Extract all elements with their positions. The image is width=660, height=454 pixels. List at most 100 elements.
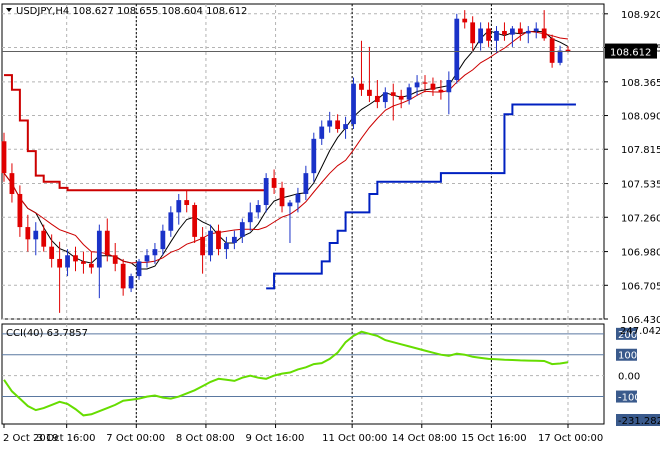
candle <box>136 258 142 280</box>
time-tick-label: 14 Oct 08:00 <box>392 433 457 444</box>
symbol-header: USDJPY,H4 108.627 108.655 108.604 108.61… <box>16 6 247 17</box>
candle <box>502 22 507 41</box>
time-tick-label: 2 Oct 2019 <box>3 433 58 444</box>
price-tick-label: 107.260 <box>621 213 660 224</box>
candle-body <box>359 83 364 90</box>
candle-body <box>303 173 309 194</box>
candle-body <box>510 28 515 35</box>
candle <box>41 224 47 252</box>
candle-body <box>216 230 221 250</box>
candle <box>231 230 237 250</box>
candle <box>406 83 412 105</box>
time-tick-label: 9 Oct 16:00 <box>246 433 305 444</box>
candle-body <box>88 263 94 268</box>
candle-body <box>112 255 118 264</box>
time-tick-label: 8 Oct 08:00 <box>176 433 235 444</box>
candle <box>359 40 364 96</box>
candle-body <box>33 230 39 240</box>
candle-body <box>470 22 476 44</box>
candle-body <box>414 82 420 88</box>
candle <box>335 114 341 133</box>
candle <box>525 26 531 44</box>
price-tick-label: 108.920 <box>621 10 660 21</box>
candle-body <box>494 30 499 41</box>
candle-body <box>406 87 412 100</box>
candle-body <box>319 126 325 139</box>
candle <box>486 22 491 47</box>
candle-body <box>390 92 396 96</box>
candle <box>438 79 444 100</box>
candle <box>200 227 205 274</box>
candle-body <box>462 18 468 23</box>
candle <box>247 202 253 231</box>
candle-body <box>200 236 205 256</box>
indicator-panel-frame <box>1 323 605 425</box>
candle <box>57 241 62 313</box>
candle-body <box>486 28 491 41</box>
cci-min-badge <box>616 414 660 426</box>
candle-body <box>1 141 7 174</box>
candle-body <box>231 236 237 244</box>
candle <box>557 45 563 66</box>
candle-body <box>279 187 285 207</box>
candle <box>25 214 31 252</box>
candle-body <box>533 28 539 31</box>
candle-body <box>422 82 428 84</box>
cci-label: CCI(40) 63.7857 <box>6 328 88 339</box>
cci-level-label: 100 <box>618 351 637 362</box>
price-tick-label: 106.430 <box>621 315 660 326</box>
candle <box>470 16 476 51</box>
candle-body <box>438 89 444 93</box>
candle-body <box>57 258 62 268</box>
candle-body <box>192 205 198 237</box>
candle-body <box>73 255 78 262</box>
candle-body <box>374 95 380 103</box>
candle-body <box>263 178 269 206</box>
cci-level-badge <box>616 348 637 361</box>
time-tick-label: 11 Oct 00:00 <box>322 433 387 444</box>
candle <box>414 75 420 96</box>
candle <box>208 224 213 262</box>
candle <box>311 132 317 182</box>
candle <box>104 218 110 262</box>
candle <box>319 120 325 145</box>
candle-body <box>454 18 460 80</box>
cci-tick-label: 0.00 <box>618 372 640 383</box>
candle <box>462 10 468 29</box>
candle-body <box>343 124 348 130</box>
candle <box>430 77 436 96</box>
candle <box>176 193 182 225</box>
candle <box>422 75 428 93</box>
candle-body <box>478 28 484 44</box>
candle-body <box>184 200 190 206</box>
candle <box>255 200 261 219</box>
time-tick-label: 3 Oct 16:00 <box>37 433 96 444</box>
candle-body <box>25 227 31 240</box>
candle-body <box>81 261 86 264</box>
candle <box>327 111 333 133</box>
candle <box>168 206 174 237</box>
candle <box>351 77 356 130</box>
price-tick-label: 106.980 <box>621 248 660 259</box>
candle-body <box>128 276 134 289</box>
time-tick-label: 7 Oct 00:00 <box>106 433 165 444</box>
candle <box>303 165 309 201</box>
candle <box>239 218 245 244</box>
candle-body <box>502 30 507 35</box>
candle-body <box>224 243 229 250</box>
candle-body <box>160 230 166 250</box>
candle <box>287 200 293 244</box>
candle <box>541 10 547 41</box>
candle-body <box>208 230 213 256</box>
candle-body <box>287 202 293 207</box>
cci-level-badge <box>616 390 637 403</box>
cci-level-badge <box>616 327 637 340</box>
chevron-down-icon <box>6 8 12 12</box>
candle <box>1 132 7 182</box>
candle <box>160 224 166 256</box>
candle-body <box>557 50 563 63</box>
price-tick-label: 108.365 <box>621 78 660 89</box>
candle-body <box>430 83 436 90</box>
candle-body <box>176 200 182 213</box>
